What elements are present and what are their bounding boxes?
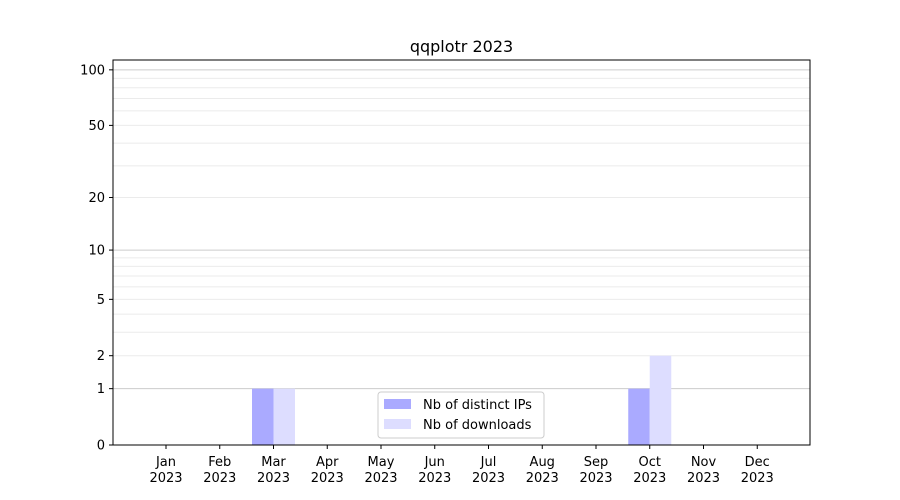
x-tick-label-year: 2023 xyxy=(579,471,612,486)
x-tick-label-month: Aug xyxy=(530,455,555,470)
x-tick-label-year: 2023 xyxy=(687,471,720,486)
legend-swatch xyxy=(384,419,411,429)
x-tick-label-year: 2023 xyxy=(149,471,182,486)
x-tick-label-year: 2023 xyxy=(364,471,397,486)
x-tick-label-year: 2023 xyxy=(418,471,451,486)
legend xyxy=(377,391,545,439)
plot-frame xyxy=(112,59,811,446)
x-tick-label-month: Sep xyxy=(584,455,609,470)
bar-downloads xyxy=(273,388,295,445)
x-tick-label-year: 2023 xyxy=(633,471,666,486)
x-tick-label-month: Mar xyxy=(261,455,286,470)
chart-title: qqplotr 2023 xyxy=(410,37,513,56)
y-tick-label: 1 xyxy=(97,382,105,397)
y-tick-label: 50 xyxy=(88,119,105,134)
x-tick-label-month: Feb xyxy=(208,455,231,470)
x-tick-label-month: Oct xyxy=(639,455,661,470)
y-tick-label: 0 xyxy=(97,439,105,454)
legend-label: Nb of distinct IPs xyxy=(423,398,532,413)
x-tick-label-month: Jan xyxy=(155,455,176,470)
bar-distinct-ips xyxy=(252,388,274,445)
y-tick-label: 20 xyxy=(88,191,105,206)
x-tick-label-year: 2023 xyxy=(257,471,290,486)
x-tick-label-year: 2023 xyxy=(472,471,505,486)
x-tick-label-year: 2023 xyxy=(203,471,236,486)
y-tick-label: 10 xyxy=(88,244,105,259)
y-tick-label: 100 xyxy=(80,63,105,78)
x-tick-label-month: May xyxy=(368,455,395,470)
x-tick-label-month: Nov xyxy=(691,455,717,470)
x-tick-label-month: Jun xyxy=(424,455,445,470)
x-tick-label-month: Jul xyxy=(480,455,497,470)
y-tick-label: 2 xyxy=(97,349,105,364)
y-tick-label: 5 xyxy=(97,293,105,308)
x-tick-label-year: 2023 xyxy=(741,471,774,486)
x-tick-label-month: Dec xyxy=(745,455,770,470)
x-tick-label-year: 2023 xyxy=(526,471,559,486)
bar-distinct-ips xyxy=(628,388,650,445)
x-tick-label-month: Apr xyxy=(316,455,339,470)
legend-label: Nb of downloads xyxy=(423,418,532,433)
bar-downloads xyxy=(649,355,672,445)
x-tick-label-year: 2023 xyxy=(311,471,344,486)
legend-swatch xyxy=(384,399,411,409)
